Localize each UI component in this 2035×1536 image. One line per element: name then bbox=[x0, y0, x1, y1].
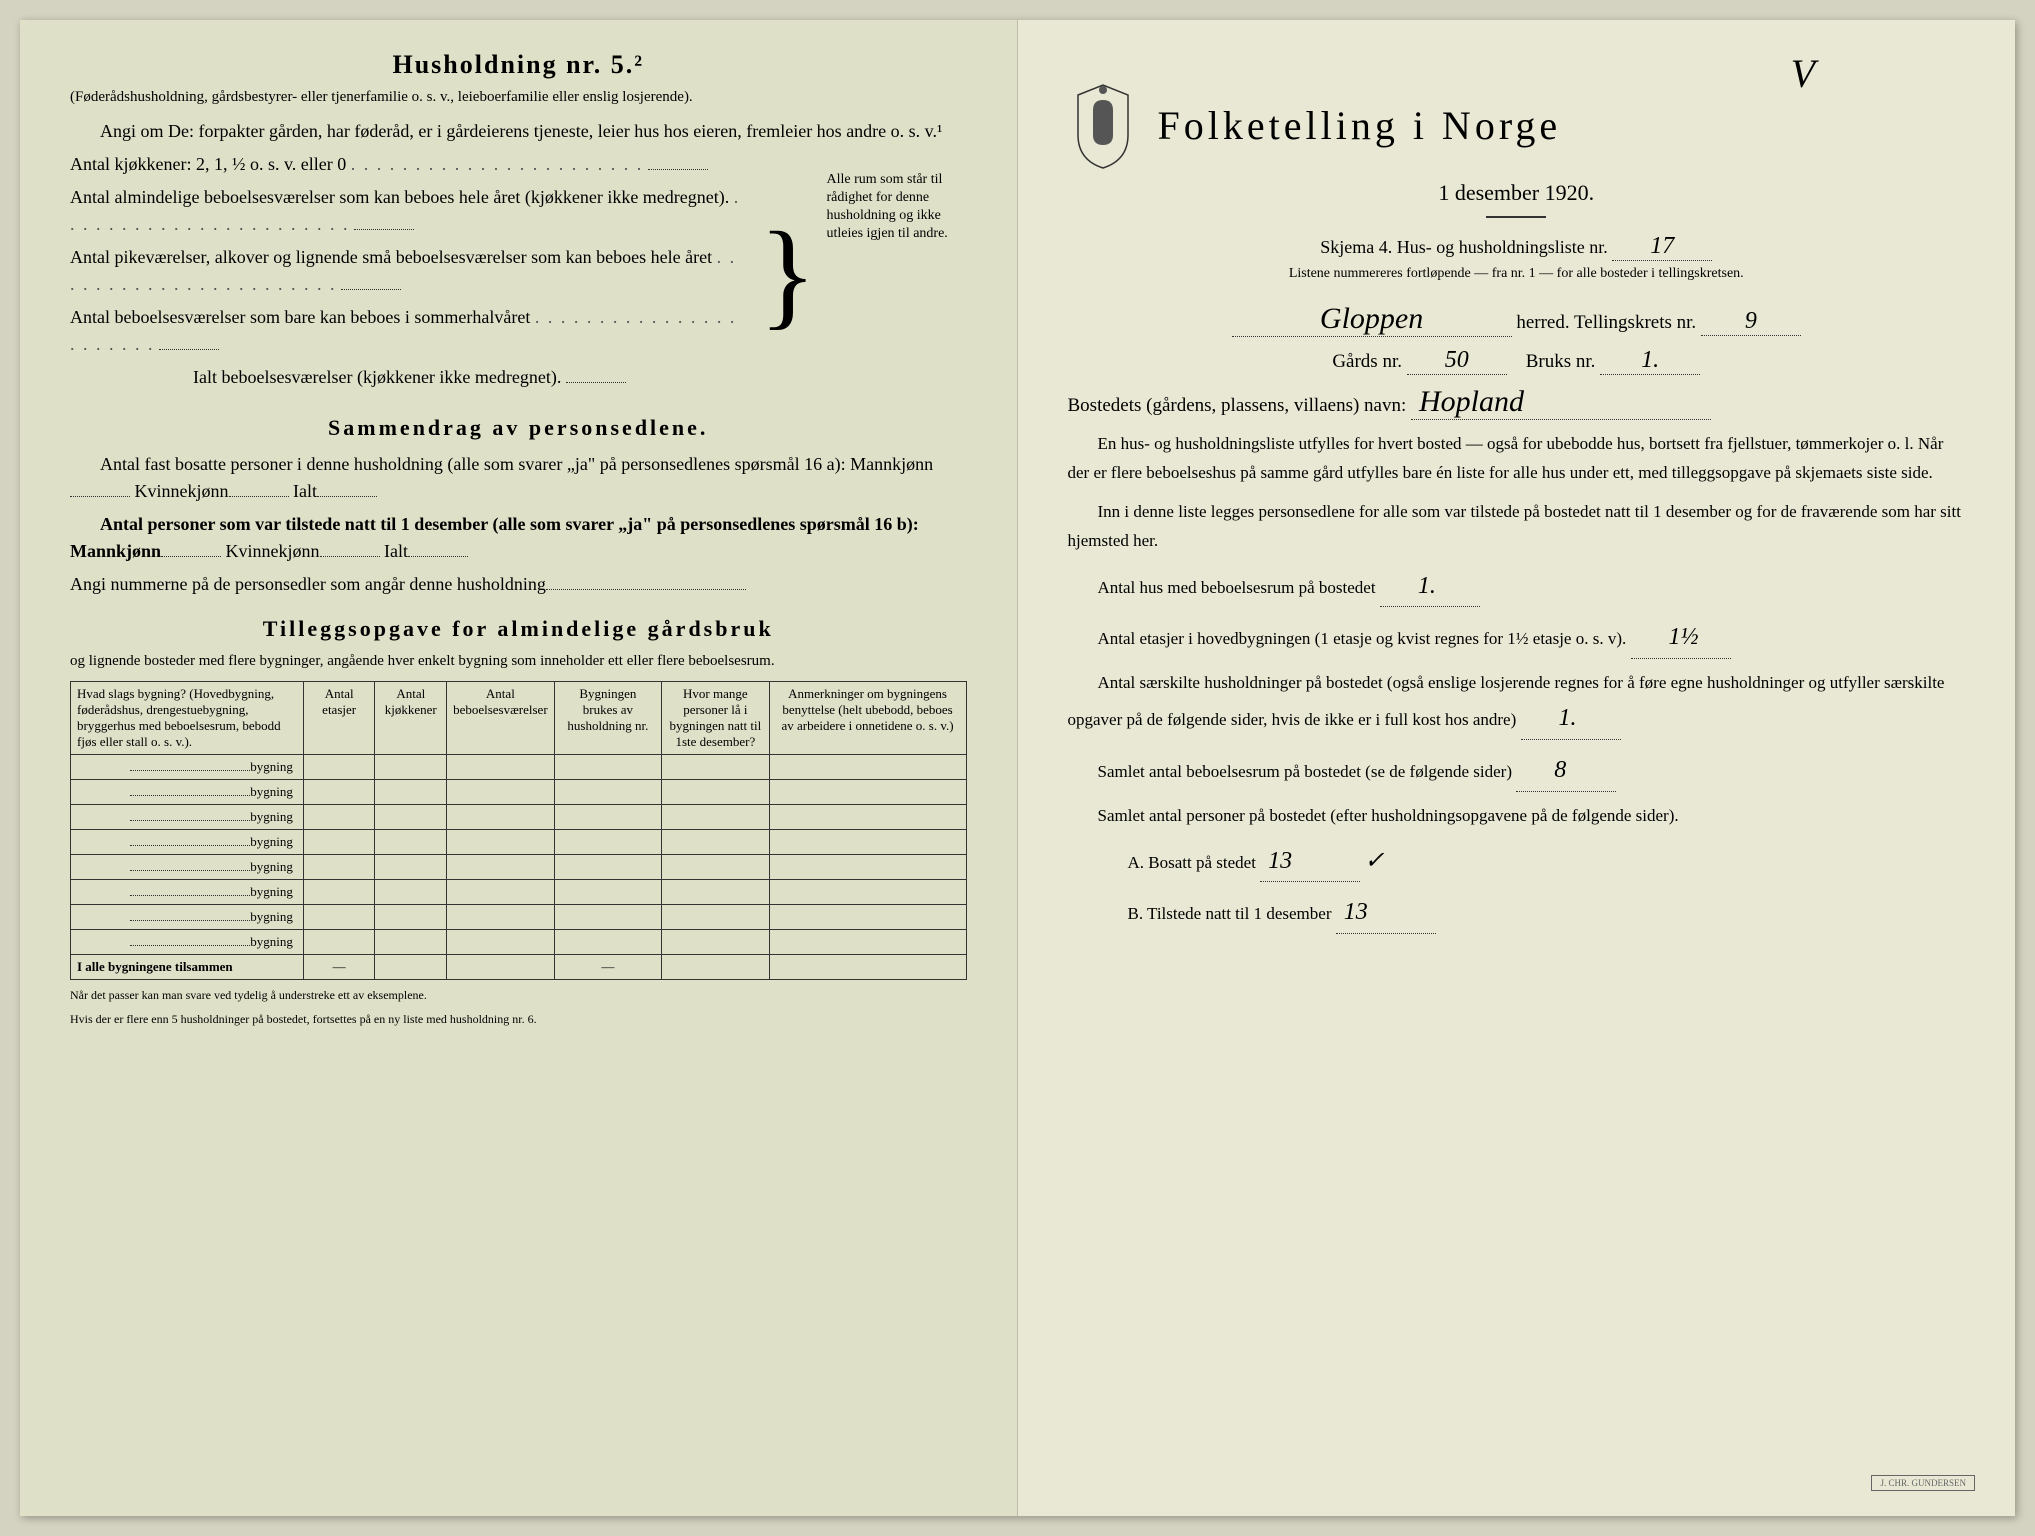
brace-note: Alle rum som står til rådighet for denne… bbox=[827, 151, 967, 397]
intro-note-2: Angi om De: forpakter gården, har føderå… bbox=[70, 118, 967, 145]
summary-line-3: Angi nummerne på de personsedler som ang… bbox=[70, 571, 967, 598]
footnote-1: Når det passer kan man svare ved tydelig… bbox=[70, 988, 967, 1004]
herred-value: Gloppen bbox=[1232, 302, 1512, 337]
question-5: Samlet antal personer på bostedet (efter… bbox=[1068, 802, 1966, 831]
qA-answer: 13 bbox=[1260, 841, 1360, 883]
summary-heading: Sammendrag av personsedlene. bbox=[70, 415, 967, 441]
question-a: A. Bosatt på stedet 13 ✓ bbox=[1068, 841, 1966, 883]
census-date: 1 desember 1920. bbox=[1068, 180, 1966, 206]
col-3: Antal kjøkkener bbox=[375, 682, 447, 755]
rooms-line-1: Antal almindelige beboelsesværelser som … bbox=[70, 184, 749, 238]
col-7: Anmerkninger om bygningens benyttelse (h… bbox=[769, 682, 966, 755]
q2-answer: 1½ bbox=[1631, 617, 1731, 659]
col-5: Bygningen brukes av husholdning nr. bbox=[554, 682, 661, 755]
question-b: B. Tilstede natt til 1 desember 13 bbox=[1068, 892, 1966, 934]
col-4: Antal beboelsesværelser bbox=[447, 682, 555, 755]
right-page: V Folketelling i Norge 1 desember 1920. … bbox=[1018, 20, 2016, 1516]
rooms-line-3: Antal beboelsesværelser som bare kan beb… bbox=[70, 304, 749, 358]
col-1: Hvad slags bygning? (Hovedbygning, føder… bbox=[71, 682, 304, 755]
qB-answer: 13 bbox=[1336, 892, 1436, 934]
question-3: Antal særskilte husholdninger på bostede… bbox=[1068, 669, 1966, 740]
instruction-2: Inn i denne liste legges personsedlene f… bbox=[1068, 498, 1966, 556]
left-page: Husholdning nr. 5.² (Føderådshusholdning… bbox=[20, 20, 1018, 1516]
buildings-table: Hvad slags bygning? (Hovedbygning, føder… bbox=[70, 681, 967, 980]
check-mark: V bbox=[1791, 50, 1815, 97]
question-2: Antal etasjer i hovedbygningen (1 etasje… bbox=[1068, 617, 1966, 659]
rooms-total: Ialt beboelsesværelser (kjøkkener ikke m… bbox=[70, 364, 749, 391]
q4-answer: 8 bbox=[1516, 750, 1616, 792]
schema-line: Skjema 4. Hus- og husholdningsliste nr. … bbox=[1068, 233, 1966, 261]
census-document: Husholdning nr. 5.² (Føderådshusholdning… bbox=[20, 20, 2015, 1516]
table-row: bygning bbox=[71, 805, 967, 830]
main-title: Folketelling i Norge bbox=[1158, 102, 1966, 149]
bosted-value: Hopland bbox=[1411, 385, 1711, 420]
intro-note-1: (Føderådshusholdning, gårdsbestyrer- ell… bbox=[70, 88, 967, 108]
question-4: Samlet antal beboelsesrum på bostedet (s… bbox=[1068, 750, 1966, 792]
gards-nr: 50 bbox=[1407, 347, 1507, 375]
list-note: Listene nummereres fortløpende — fra nr.… bbox=[1068, 266, 1966, 282]
col-2: Antal etasjer bbox=[303, 682, 375, 755]
table-row: bygning bbox=[71, 880, 967, 905]
summary-line-2: Antal personer som var tilstede natt til… bbox=[70, 511, 967, 565]
summary-line-1: Antal fast bosatte personer i denne hush… bbox=[70, 451, 967, 505]
gards-line: Gårds nr. 50 Bruks nr. 1. bbox=[1068, 347, 1966, 375]
brace-icon: } bbox=[759, 226, 817, 322]
divider bbox=[1486, 216, 1546, 218]
table-row: bygning bbox=[71, 905, 967, 930]
title-row: Folketelling i Norge bbox=[1068, 80, 1966, 170]
col-6: Hvor mange personer lå i bygningen natt … bbox=[662, 682, 769, 755]
instruction-1: En hus- og husholdningsliste utfylles fo… bbox=[1068, 430, 1966, 488]
rooms-line-2: Antal pikeværelser, alkover og lignende … bbox=[70, 244, 749, 298]
tillegg-sub: og lignende bosteder med flere bygninger… bbox=[70, 652, 967, 672]
krets-nr: 9 bbox=[1701, 308, 1801, 336]
total-row-label: I alle bygningene tilsammen bbox=[71, 955, 304, 980]
coat-of-arms-icon bbox=[1068, 80, 1138, 170]
bosted-line: Bostedets (gårdens, plassens, villaens) … bbox=[1068, 385, 1966, 420]
footnote-2: Hvis der er flere enn 5 husholdninger på… bbox=[70, 1012, 967, 1028]
table-row: bygning bbox=[71, 780, 967, 805]
herred-line: Gloppen herred. Tellingskrets nr. 9 bbox=[1068, 302, 1966, 337]
printer-stamp: J. CHR. GUNDERSEN bbox=[1871, 1475, 1975, 1491]
schema-nr: 17 bbox=[1612, 233, 1712, 261]
q1-answer: 1. bbox=[1380, 566, 1480, 608]
bruks-nr: 1. bbox=[1600, 347, 1700, 375]
table-row: bygning bbox=[71, 930, 967, 955]
qA-check: ✓ bbox=[1364, 848, 1384, 874]
question-1: Antal hus med beboelsesrum på bostedet 1… bbox=[1068, 566, 1966, 608]
q3-answer: 1. bbox=[1521, 698, 1621, 740]
rooms-section: Antal kjøkkener: 2, 1, ½ o. s. v. eller … bbox=[70, 151, 967, 397]
table-row: bygning bbox=[71, 855, 967, 880]
tillegg-heading: Tilleggsopgave for almindelige gårdsbruk bbox=[70, 616, 967, 642]
table-row: bygning bbox=[71, 755, 967, 780]
kitchens-line: Antal kjøkkener: 2, 1, ½ o. s. v. eller … bbox=[70, 151, 749, 178]
table-row: bygning bbox=[71, 830, 967, 855]
household-heading: Husholdning nr. 5.² bbox=[70, 50, 967, 80]
